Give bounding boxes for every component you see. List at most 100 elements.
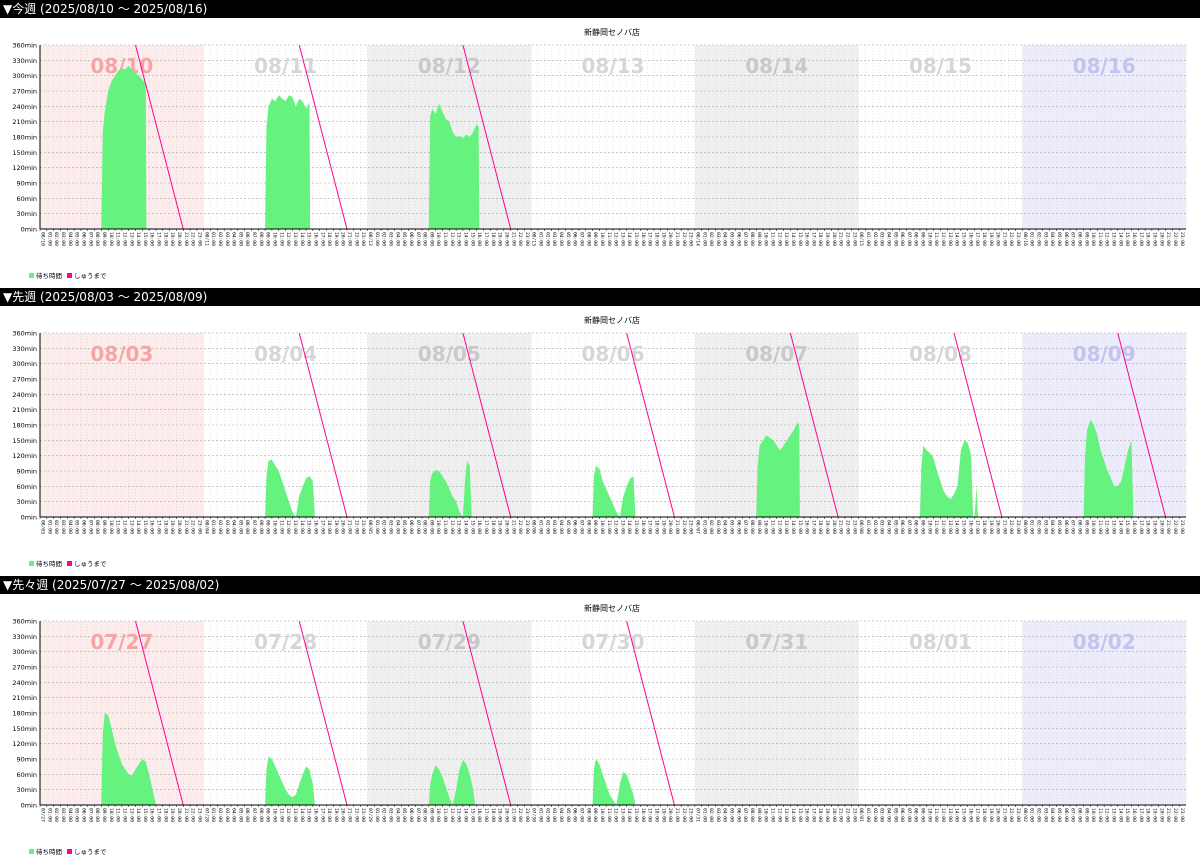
x-tick-label: 01:00 — [865, 808, 871, 822]
x-tick-label: 02:00 — [381, 520, 387, 534]
x-tick-label: 03:00 — [1042, 232, 1048, 246]
x-tick-label: 22:00 — [353, 520, 359, 534]
x-tick-label: 22:00 — [681, 520, 687, 534]
countdown-line — [298, 332, 348, 518]
x-tick-label: 04:00 — [394, 232, 400, 246]
x-tick-label: 16:00 — [1131, 808, 1137, 822]
x-tick-label: 09:00 — [920, 232, 926, 246]
y-tick-label: 60min — [16, 771, 37, 779]
x-tick-label: 18:00 — [817, 808, 823, 822]
x-tick-label: 05:00 — [1056, 520, 1062, 534]
x-tick-label: 01:00 — [210, 520, 216, 534]
x-tick-label: 15:00 — [633, 520, 639, 534]
section-header: ▼先々週 (2025/07/27 〜 2025/08/02) — [0, 576, 1200, 594]
x-tick-label: 04:00 — [885, 520, 891, 534]
x-tick-label: 13:00 — [1111, 520, 1117, 534]
x-tick-label: 16:00 — [149, 520, 155, 534]
y-tick-label: 270min — [12, 376, 37, 384]
x-tick-label: 21:00 — [674, 232, 680, 246]
x-tick-label: 12:00 — [1104, 232, 1110, 246]
x-tick-label: 21:00 — [1001, 808, 1007, 822]
x-tick-label: 12:00 — [285, 808, 291, 822]
x-tick-label: 01:00 — [701, 520, 707, 534]
x-tick-label: 18:00 — [162, 808, 168, 822]
section-two-weeks-ago: ▼先々週 (2025/07/27 〜 2025/08/02) 新静岡セノバ店 0m… — [0, 576, 1200, 864]
x-tick-label: 01:00 — [701, 808, 707, 822]
x-tick-label: 09:00 — [101, 520, 107, 534]
x-tick-label: 12:00 — [449, 808, 455, 822]
day-label: 08/16 — [1073, 54, 1136, 78]
x-tick-label: 20:00 — [503, 232, 509, 246]
x-tick-label: 22:00 — [190, 808, 196, 822]
x-tick-label: 16:00 — [640, 808, 646, 822]
x-tick-label: 02:00 — [544, 520, 550, 534]
x-tick-label: 18:00 — [162, 232, 168, 246]
x-tick-label: 22:00 — [1172, 232, 1178, 246]
wait-time-area — [919, 440, 978, 517]
x-tick-label: 21:00 — [183, 520, 189, 534]
x-tick-label: 05:00 — [237, 808, 243, 822]
x-tick-label: 05:00 — [401, 520, 407, 534]
y-tick-label: 30min — [16, 498, 37, 506]
y-tick-label: 150min — [12, 149, 37, 157]
x-tick-label: 13:00 — [456, 232, 462, 246]
x-tick-label: 18:00 — [654, 808, 660, 822]
x-tick-label: 15:00 — [797, 520, 803, 534]
x-tick-label: 04:00 — [67, 808, 73, 822]
x-tick-label: 21:00 — [1001, 232, 1007, 246]
x-tick-label: 16:00 — [967, 232, 973, 246]
x-tick-label: 23:00 — [524, 520, 530, 534]
x-tick-label: 02:00 — [381, 232, 387, 246]
x-tick-label: 19:00 — [1151, 520, 1157, 534]
x-tick-label: 07:00 — [415, 520, 421, 534]
x-tick-label: 09:00 — [101, 232, 107, 246]
x-tick-label: 18:00 — [326, 808, 332, 822]
legend-swatch-wait — [29, 849, 34, 854]
legend-swatch-countdown — [67, 561, 72, 566]
x-tick-label: 17:00 — [974, 232, 980, 246]
x-tick-label: 08:00 — [749, 808, 755, 822]
x-tick-label: 05:00 — [1056, 232, 1062, 246]
x-tick-label: 09:00 — [265, 808, 271, 822]
x-tick-label: 21:00 — [347, 808, 353, 822]
x-tick-label: 16:00 — [476, 808, 482, 822]
x-tick-label: 22:00 — [353, 808, 359, 822]
x-tick-label: 20:00 — [995, 520, 1001, 534]
x-tick-label: 10:00 — [272, 232, 278, 246]
x-tick-label: 08:00 — [749, 232, 755, 246]
day-label: 08/03 — [90, 342, 153, 366]
x-tick-label: 03:00 — [60, 808, 66, 822]
x-tick-label: 14:00 — [463, 520, 469, 534]
x-tick-label: 03:00 — [224, 520, 230, 534]
x-tick-label: 02:00 — [708, 232, 714, 246]
x-tick-label: 07:00 — [742, 808, 748, 822]
x-tick-label: 06:00 — [572, 520, 578, 534]
x-tick-label: 18:00 — [490, 232, 496, 246]
x-tick-label: 13:00 — [783, 808, 789, 822]
x-tick-label: 02:00 — [1036, 520, 1042, 534]
x-tick-label: 09:00 — [592, 808, 598, 822]
x-tick-label: 23:00 — [360, 520, 366, 534]
y-tick-label: 210min — [12, 406, 37, 414]
x-tick-label: 16:00 — [640, 232, 646, 246]
x-tick-label: 17:00 — [810, 808, 816, 822]
x-tick-label: 06:00 — [572, 808, 578, 822]
legend-swatch-countdown — [67, 849, 72, 854]
x-tick-label: 20:00 — [176, 808, 182, 822]
x-tick-label: 20:00 — [340, 520, 346, 534]
x-tick-label: 04:00 — [67, 232, 73, 246]
x-tick-label: 23:00 — [851, 808, 857, 822]
x-tick-label: 09:00 — [1083, 808, 1089, 822]
day-label: 08/04 — [254, 342, 317, 366]
x-tick-label: 03:00 — [1042, 808, 1048, 822]
x-tick-label: 14:00 — [299, 808, 305, 822]
x-tick-label: 18:00 — [490, 808, 496, 822]
x-tick-label: 17:00 — [483, 232, 489, 246]
x-tick-label: 19:00 — [988, 520, 994, 534]
x-tick-label: 05:00 — [565, 232, 571, 246]
x-tick-label: 02:00 — [1036, 808, 1042, 822]
legend-label-countdown: しゅうまで — [74, 272, 107, 280]
x-tick-label: 08:00 — [585, 520, 591, 534]
x-tick-label: 20:00 — [667, 232, 673, 246]
x-tick-label: 16:00 — [312, 520, 318, 534]
